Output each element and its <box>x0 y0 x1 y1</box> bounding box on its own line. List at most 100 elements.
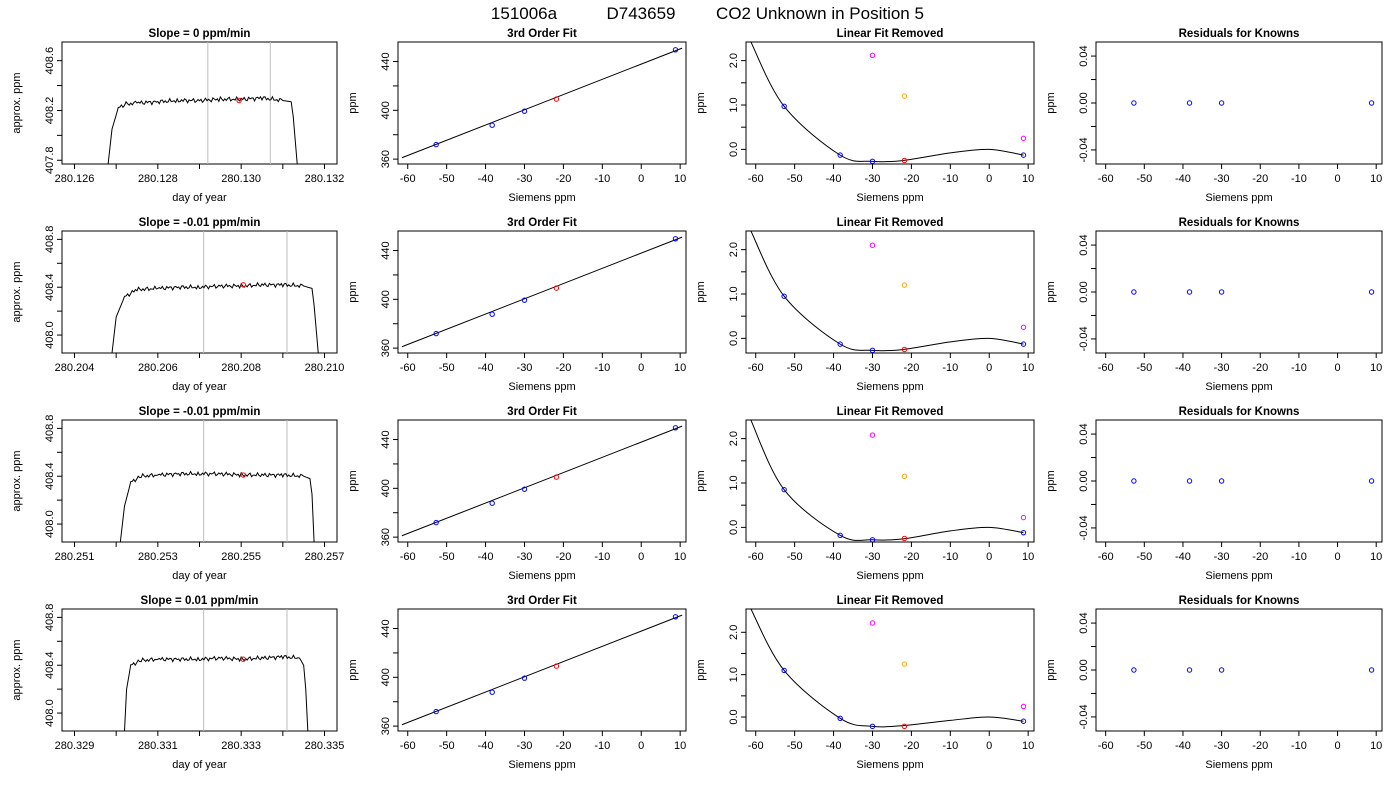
x-tick-label: 280.210 <box>305 362 345 374</box>
x-tick-label: -10 <box>594 740 610 752</box>
y-tick-label: 400 <box>380 290 392 308</box>
chart-panel-fit-row4: 3rd Order Fit -60 -50 -40 -30 -20 -10 0 10 Siemen… <box>347 595 687 771</box>
plot-frame <box>397 419 687 543</box>
data-point <box>521 297 528 303</box>
x-tick-label: 10 <box>1022 362 1034 374</box>
y-tick-label: 400 <box>380 101 392 119</box>
x-tick-label: 280.255 <box>221 551 261 563</box>
x-tick-label: 10 <box>1022 740 1034 752</box>
y-tick-label: 0.0 <box>728 520 740 535</box>
data-point <box>521 108 528 114</box>
y-tick-label: 400 <box>380 479 392 497</box>
x-tick-label: -10 <box>942 551 958 563</box>
x-tick-label: 0 <box>1334 173 1340 185</box>
x-tick-label: -60 <box>400 362 416 374</box>
data-point <box>869 537 876 542</box>
plot-frame <box>1095 419 1383 543</box>
x-tick-label: -50 <box>1136 740 1152 752</box>
cubic-residual-curve <box>750 231 1024 352</box>
y-tick-label: 408.0 <box>44 699 56 727</box>
data-point <box>869 347 876 353</box>
x-tick-label: 280.331 <box>138 740 178 752</box>
data-point <box>672 425 679 431</box>
data-point <box>489 689 495 695</box>
chart-title: 3rd Order Fit <box>507 28 577 40</box>
y-tick-label: 0.04 <box>1078 234 1090 255</box>
x-tick-label: -10 <box>1291 740 1307 752</box>
y-axis-label: ppm <box>347 92 359 113</box>
x-tick-label: 280.128 <box>138 173 178 185</box>
x-tick-label: -50 <box>787 551 803 563</box>
data-point <box>1020 514 1027 521</box>
x-tick-label: -20 <box>903 173 919 185</box>
x-tick-label: 0 <box>986 362 992 374</box>
data-point <box>1020 135 1027 141</box>
data-point <box>901 282 908 288</box>
plot-frame <box>61 419 338 543</box>
x-axis-label: day of year <box>172 381 227 393</box>
data-point <box>1020 703 1027 710</box>
chart-title: 3rd Order Fit <box>507 217 577 229</box>
plot-frame <box>745 608 1035 732</box>
y-tick-label: 408.6 <box>44 47 56 75</box>
x-tick-label: -60 <box>1098 362 1114 374</box>
y-tick-label: 0.00 <box>1078 470 1090 491</box>
data-point <box>837 532 843 539</box>
x-axis-label: Siemens ppm <box>508 381 575 393</box>
data-point <box>901 346 908 353</box>
plot-frame <box>745 41 1035 165</box>
x-axis-label: Siemens ppm <box>508 570 575 582</box>
plot-frame <box>397 608 687 732</box>
mean-marker <box>240 282 246 288</box>
y-tick-label: 440 <box>380 52 392 70</box>
chart-title: 3rd Order Fit <box>507 595 577 607</box>
y-tick-label: -0.04 <box>1078 137 1090 162</box>
data-point <box>781 103 787 110</box>
x-tick-label: -50 <box>787 362 803 374</box>
x-tick-label: 0 <box>638 362 644 374</box>
x-tick-label: 0 <box>638 740 644 752</box>
chart-title: Residuals for Knowns <box>1179 595 1300 607</box>
chart-panel-linear_removed-row4: Linear Fit Removed -60 -50 -40 -30 -20 -10 0 10 S… <box>695 595 1035 771</box>
x-tick-label: -10 <box>942 740 958 752</box>
data-point <box>781 667 787 674</box>
y-tick-label: 440 <box>380 430 392 448</box>
x-tick-label: -50 <box>439 362 455 374</box>
chart-panel-time-row3: Slope = -0.01 ppm/min 280.251 280.253 280.2… <box>11 406 344 582</box>
page-title-description: CO2 Unknown in Position 5 <box>716 4 924 23</box>
x-tick-label: 0 <box>1334 362 1340 374</box>
y-tick-label: 0.00 <box>1078 281 1090 302</box>
chart-panel-time-row1: Slope = 0 ppm/min 280.126 280.128 280.130 28… <box>11 28 344 204</box>
x-tick-label: -40 <box>826 173 842 185</box>
data-point <box>672 47 679 53</box>
x-tick-label: -50 <box>1136 551 1152 563</box>
x-tick-label: -30 <box>517 173 533 185</box>
plot-frame <box>61 230 338 354</box>
y-axis-label: ppm <box>695 281 707 302</box>
x-tick-label: -60 <box>748 362 764 374</box>
chart-title: 3rd Order Fit <box>507 406 577 418</box>
data-point <box>521 486 528 492</box>
y-tick-label: 360 <box>380 150 392 168</box>
y-axis-label: approx. ppm <box>11 72 23 133</box>
x-tick-label: 10 <box>1370 362 1382 374</box>
panel-grid: Slope = 0 ppm/min 280.126 280.128 280.130 28… <box>11 28 1383 771</box>
plot-frame <box>61 608 338 732</box>
data-point <box>433 141 439 148</box>
data-point <box>781 486 787 493</box>
data-point <box>433 519 439 526</box>
y-tick-label: 408.4 <box>44 462 56 490</box>
chart-panel-fit-row3: 3rd Order Fit -60 -50 -40 -30 -20 -10 0 10 Siemen… <box>347 406 687 582</box>
plot-frame <box>745 230 1035 354</box>
fit-line <box>401 47 683 159</box>
x-tick-label: 0 <box>986 173 992 185</box>
x-axis-label: Siemens ppm <box>856 381 923 393</box>
data-point <box>869 52 876 59</box>
y-tick-label: 440 <box>380 241 392 259</box>
y-axis-label: ppm <box>347 470 359 491</box>
y-axis-label: ppm <box>695 659 707 680</box>
y-tick-label: -0.04 <box>1078 326 1090 351</box>
y-tick-label: 1.0 <box>728 475 740 490</box>
concentration-trace <box>119 470 315 542</box>
y-tick-label: 0.0 <box>728 331 740 346</box>
